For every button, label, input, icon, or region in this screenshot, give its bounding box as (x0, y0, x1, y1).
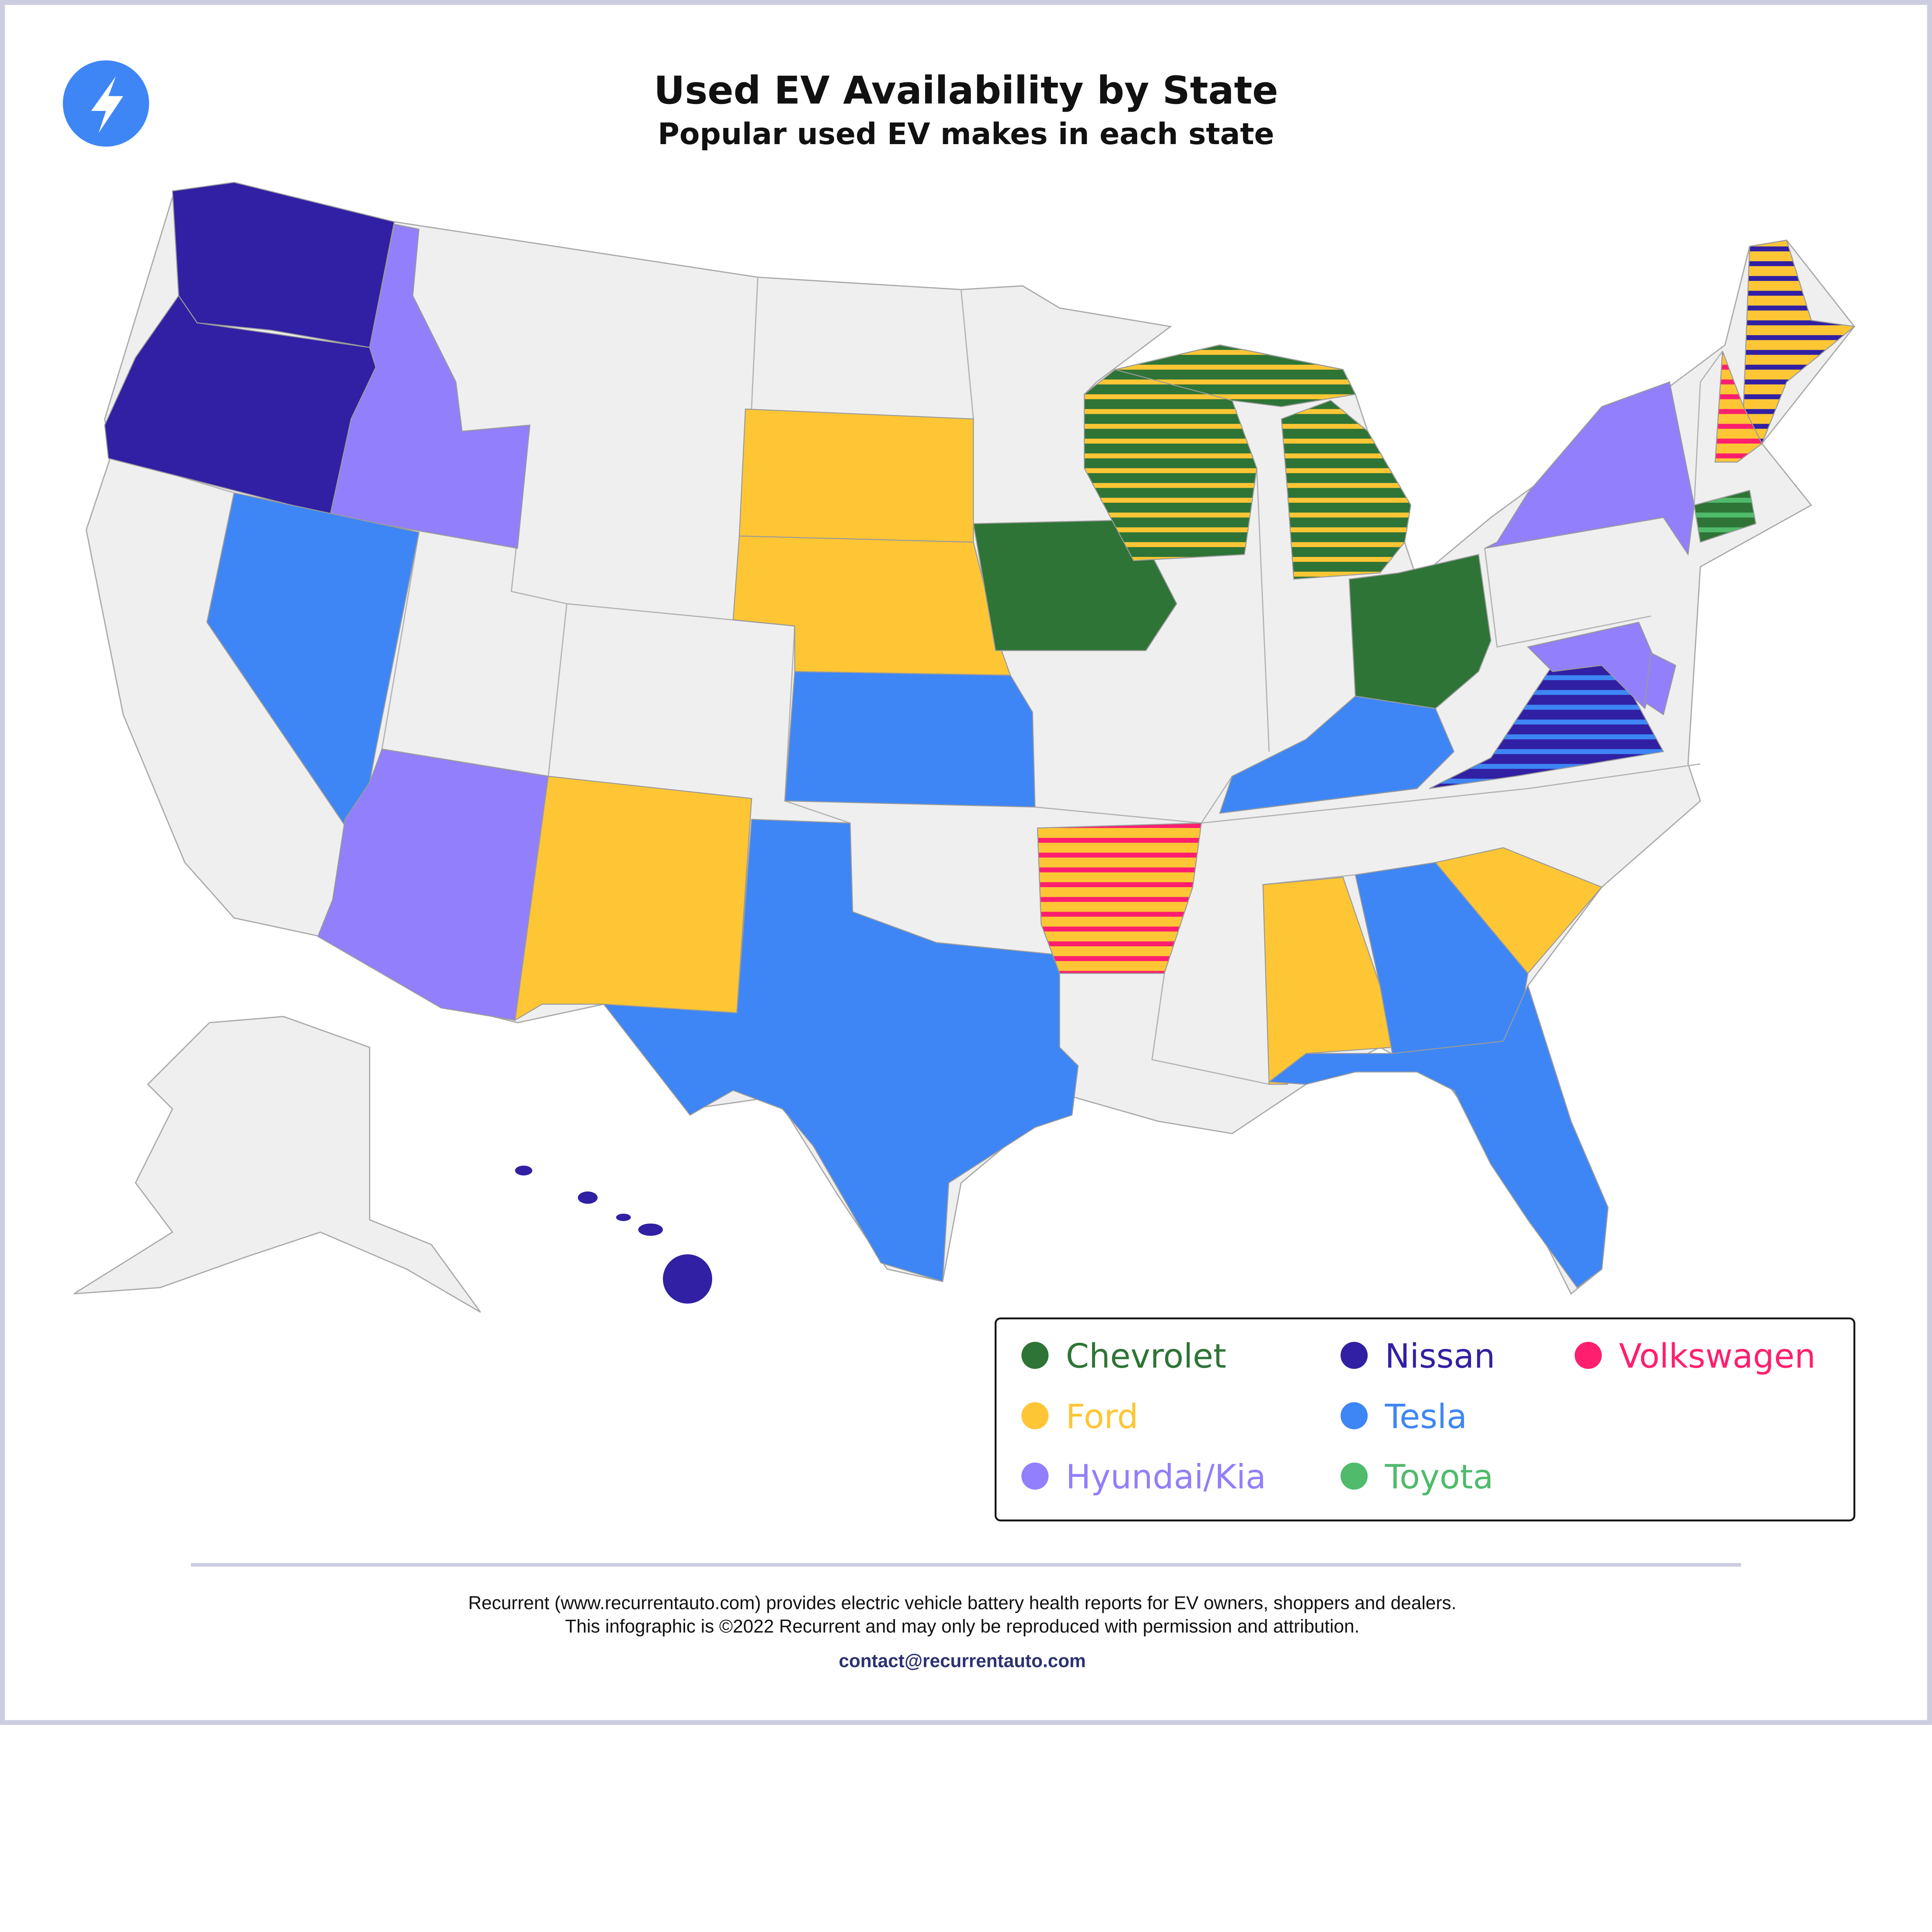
state-NM[interactable] (514, 776, 752, 1021)
legend-item: Hyundai/Kia (1021, 1458, 1266, 1497)
legend-swatch (1021, 1402, 1049, 1429)
legend-label: Chevrolet (1066, 1337, 1226, 1376)
hawaii-island (638, 1223, 663, 1236)
legend-swatch (1340, 1463, 1368, 1490)
legend-item: Toyota (1340, 1458, 1493, 1497)
state-AL[interactable] (1262, 877, 1393, 1085)
legend: Chevrolet Nissan Volkswagen Ford Tesla Hyunda… (995, 1317, 1855, 1522)
state-AR[interactable] (1037, 822, 1202, 974)
footer-line-1: Recurrent (www.recurrentauto.com) provid… (468, 1593, 1456, 1614)
state-NE[interactable] (732, 535, 1011, 676)
page-subtitle: Popular used EV makes in each state (658, 117, 1274, 151)
legend-swatch (1340, 1342, 1368, 1369)
us-map (73, 182, 1856, 1313)
legend-swatch (1021, 1463, 1049, 1490)
hawaii-island (578, 1191, 598, 1204)
state-TX[interactable] (602, 819, 1079, 1282)
legend-swatch (1575, 1342, 1602, 1369)
state-FL[interactable] (1267, 984, 1609, 1289)
legend-label: Toyota (1384, 1458, 1493, 1497)
infographic: Used EV Availability by State Popular us… (0, 0, 1932, 1725)
legend-item: Volkswagen (1575, 1337, 1816, 1376)
state-CT[interactable] (1694, 490, 1757, 543)
state-NJ[interactable] (1644, 652, 1677, 716)
state-KS[interactable] (784, 671, 1036, 808)
legend-label: Tesla (1384, 1398, 1467, 1436)
state-NH[interactable] (1714, 351, 1763, 463)
state-ID[interactable] (330, 223, 531, 549)
legend-label: Hyundai/Kia (1066, 1458, 1266, 1497)
legend-item: Tesla (1340, 1398, 1467, 1436)
hawaii-island (663, 1254, 713, 1304)
legend-swatch (1340, 1402, 1368, 1429)
alaska (73, 1016, 481, 1313)
state-IA[interactable] (973, 519, 1177, 651)
legend-swatch (1021, 1342, 1049, 1369)
state-MD[interactable] (1527, 621, 1658, 709)
footer-line-2: This infographic is ©2022 Recurrent and … (565, 1616, 1360, 1637)
hawaii-island (616, 1213, 631, 1221)
lightning-bolt-icon (91, 76, 123, 133)
legend-item: Ford (1021, 1398, 1138, 1436)
legend-label: Volkswagen (1619, 1337, 1816, 1376)
hawaii-island (515, 1165, 532, 1176)
logo (63, 60, 149, 147)
state-SD[interactable] (738, 408, 974, 543)
page-title: Used EV Availability by State (654, 68, 1278, 113)
state-HI[interactable] (515, 1165, 713, 1304)
legend-label: Ford (1066, 1398, 1138, 1436)
state-KY[interactable] (1219, 696, 1455, 814)
legend-item: Chevrolet (1021, 1337, 1226, 1376)
legend-box (995, 1317, 1855, 1522)
state-MI[interactable] (1115, 344, 1412, 580)
state-SC[interactable] (1434, 847, 1603, 975)
contact-email-link[interactable]: contact@recurrentauto.com (839, 1651, 1086, 1671)
legend-item: Nissan (1340, 1337, 1495, 1376)
legend-label: Nissan (1385, 1337, 1495, 1376)
